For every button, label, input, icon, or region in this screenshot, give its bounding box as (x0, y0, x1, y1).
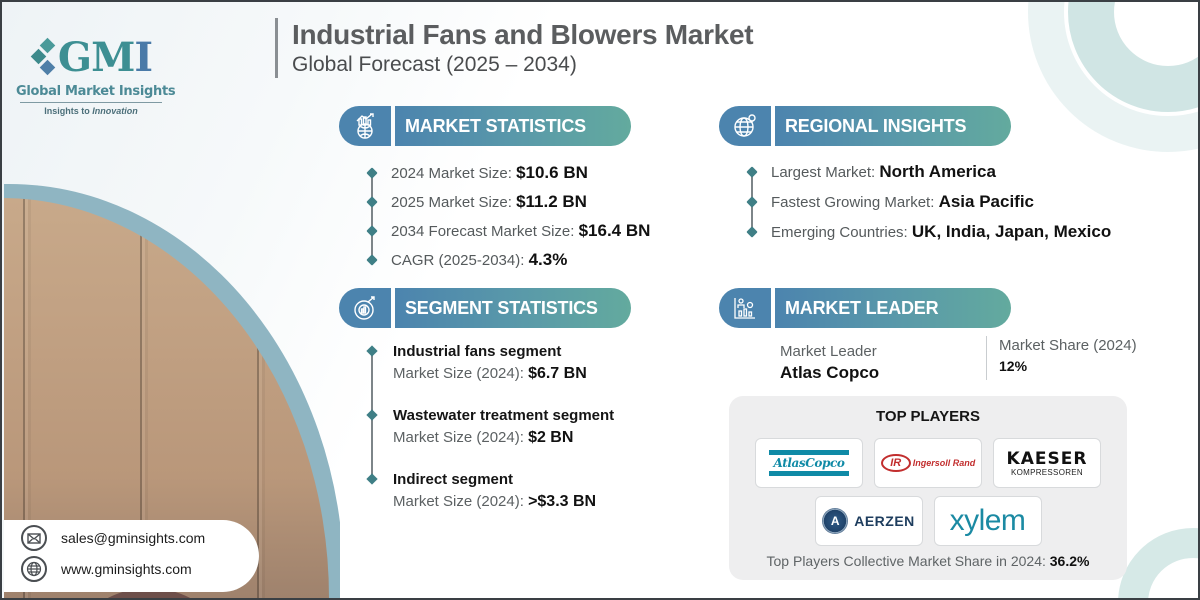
pie-chart-icon (339, 288, 391, 328)
segment-size: Market Size (2024): $6.7 BN (393, 365, 587, 382)
chart-globe-icon (339, 106, 391, 146)
market-leader-header: MARKET LEADER (719, 288, 1011, 328)
website-link[interactable]: www.gminsights.com (61, 561, 192, 577)
globe-icon (21, 556, 47, 582)
player-card-aerzen[interactable]: A AERZEN (814, 496, 923, 546)
regional-insights-header: REGIONAL INSIGHTS (719, 106, 1011, 146)
segment-name: Wastewater treatment segment (393, 407, 615, 424)
segment-item: Indirect segment Market Size (2024): >$3… (366, 470, 614, 534)
globe-pin-icon (719, 106, 771, 146)
share-label: Market Share (2024) (999, 337, 1137, 354)
title-block: Industrial Fans and Blowers Market Globa… (275, 18, 754, 78)
xylem-logo: xylem (949, 504, 1026, 537)
aerzen-logo: A AERZEN (822, 508, 915, 534)
ingersoll-rand-logo: IR Ingersoll Rand (880, 454, 975, 472)
stat-item: 2034 Forecast Market Size: $16.4 BN (366, 218, 650, 247)
player-card-ingersoll-rand[interactable]: IR Ingersoll Rand (874, 438, 982, 488)
collective-share: Top Players Collective Market Share in 2… (766, 553, 1090, 569)
segment-size: Market Size (2024): >$3.3 BN (393, 493, 597, 510)
decorative-ring (1118, 528, 1198, 598)
market-statistics-header: MARKET STATISTICS (339, 106, 631, 146)
market-share-info: Market Share (2024) 12% (986, 336, 1137, 380)
logo-wordmark: GMI (57, 34, 153, 81)
player-card-kaeser[interactable]: KAESER KOMPRESSOREN (993, 438, 1101, 488)
tagline: Insights to Innovation (44, 106, 138, 116)
company-name: Global Market Insights (16, 84, 176, 99)
stat-item: 2025 Market Size: $11.2 BN (366, 189, 650, 218)
gmi-logo[interactable]: GMI Global Market Insights Insights to I… (16, 34, 176, 117)
email-contact[interactable]: sales@gminsights.com (21, 525, 205, 551)
region-item: Largest Market: North America (746, 159, 1111, 189)
regional-insights-list: Largest Market: North America Fastest Gr… (746, 159, 1111, 249)
section-heading: MARKET LEADER (775, 288, 1011, 328)
leader-label: Market Leader (780, 343, 877, 360)
top-players-panel: TOP PLAYERS AtlasCopco IR Ingersoll Rand… (729, 396, 1127, 580)
leader-chart-icon (719, 288, 771, 328)
website-contact[interactable]: www.gminsights.com (21, 556, 192, 582)
stat-item: 2024 Market Size: $10.6 BN (366, 160, 650, 189)
page-subtitle: Global Forecast (2025 – 2034) (292, 53, 577, 76)
segment-name: Indirect segment (393, 471, 514, 488)
segment-size: Market Size (2024): $2 BN (393, 429, 574, 446)
share-value: 12% (999, 358, 1028, 374)
segment-statistics-header: SEGMENT STATISTICS (339, 288, 631, 328)
market-leader-info: Market Leader Atlas Copco (780, 342, 879, 384)
section-heading: SEGMENT STATISTICS (395, 288, 631, 328)
market-statistics-list: 2024 Market Size: $10.6 BN 2025 Market S… (366, 160, 650, 276)
timeline-line (371, 172, 373, 260)
section-heading: MARKET STATISTICS (395, 106, 631, 146)
envelope-icon (21, 525, 47, 551)
region-item: Fastest Growing Market: Asia Pacific (746, 189, 1111, 219)
contact-card: sales@gminsights.com www.gminsights.com (4, 520, 259, 592)
stat-item: CAGR (2025-2034): 4.3% (366, 247, 650, 276)
region-item: Emerging Countries: UK, India, Japan, Me… (746, 219, 1111, 249)
segment-name: Industrial fans segment (393, 343, 562, 360)
leader-value: Atlas Copco (780, 363, 880, 382)
kaeser-logo: KAESER KOMPRESSOREN (1006, 448, 1088, 477)
segment-item: Industrial fans segment Market Size (202… (366, 342, 614, 406)
top-players-heading: TOP PLAYERS (876, 408, 980, 425)
atlas-copco-logo: AtlasCopco (769, 450, 849, 476)
segment-statistics-list: Industrial fans segment Market Size (202… (366, 342, 615, 534)
segment-item: Wastewater treatment segment Market Size… (366, 406, 615, 470)
player-card-atlas-copco[interactable]: AtlasCopco (755, 438, 863, 488)
logo-divider (20, 102, 162, 103)
email-link[interactable]: sales@gminsights.com (61, 530, 206, 546)
player-card-xylem[interactable]: xylem (933, 496, 1042, 546)
section-heading: REGIONAL INSIGHTS (775, 106, 1011, 146)
logo-diamond-icon (30, 37, 56, 78)
page-title: Industrial Fans and Blowers Market (292, 19, 754, 50)
